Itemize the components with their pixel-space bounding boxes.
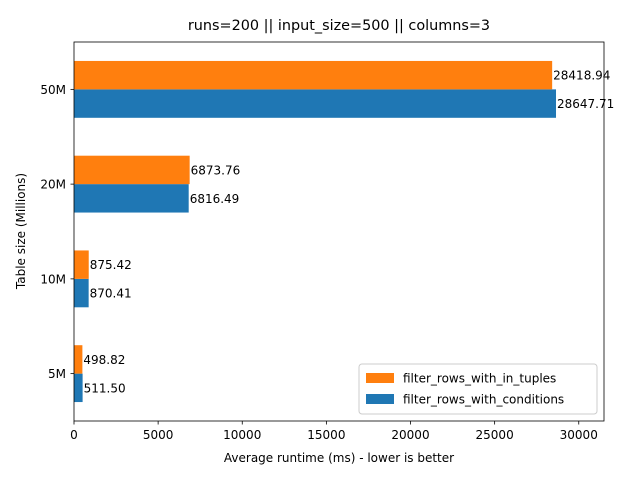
bar-filter_rows_with_in_tuples-5M bbox=[74, 345, 83, 374]
legend-swatch-filter_rows_with_in_tuples bbox=[366, 373, 394, 383]
bar-filter_rows_with_in_tuples-20M bbox=[74, 155, 190, 185]
bar-filter_rows_with_conditions-10M bbox=[74, 278, 89, 308]
legend-swatch-filter_rows_with_conditions bbox=[366, 394, 394, 404]
bar-filter_rows_with_conditions-20M bbox=[74, 184, 189, 213]
x-tick-label-15000: 15000 bbox=[307, 428, 345, 442]
bar-filter_rows_with_in_tuples-10M bbox=[74, 250, 89, 279]
y-axis-title: Table size (Millions) bbox=[14, 173, 28, 290]
data-label-filter_rows_with_in_tuples-10M: 875.42 bbox=[90, 258, 132, 272]
data-label-filter_rows_with_in_tuples-20M: 6873.76 bbox=[191, 163, 241, 177]
y-tick-label-20M: 20M bbox=[40, 178, 66, 192]
data-labels-group: 511.50 498.82 870.41 875.42 6816.49 6873.76 28… bbox=[83, 69, 614, 396]
data-label-filter_rows_with_conditions-5M: 511.50 bbox=[84, 381, 126, 395]
x-tick-label-20000: 20000 bbox=[391, 428, 429, 442]
data-label-filter_rows_with_conditions-50M: 28647.71 bbox=[557, 97, 614, 111]
bar-filter_rows_with_conditions-5M bbox=[74, 373, 83, 403]
legend-box bbox=[358, 363, 598, 415]
legend-label-filter_rows_with_in_tuples: filter_rows_with_in_tuples bbox=[403, 372, 556, 386]
x-tick-label-0: 0 bbox=[70, 428, 78, 442]
data-label-filter_rows_with_conditions-20M: 6816.49 bbox=[190, 192, 240, 206]
x-tick-label-30000: 30000 bbox=[560, 428, 598, 442]
y-tick-label-5M: 5M bbox=[48, 367, 66, 381]
bar-filter_rows_with_in_tuples-50M bbox=[74, 60, 553, 90]
legend: filter_rows_with_in_tuples filter_rows_wi… bbox=[358, 363, 598, 415]
y-tick-label-10M: 10M bbox=[40, 272, 66, 286]
x-tick-label-5000: 5000 bbox=[143, 428, 174, 442]
x-axis: 0 5000 10000 15000 20000 25000 30000 bbox=[70, 421, 598, 442]
y-axis: 5M 10M 20M 50M bbox=[40, 83, 74, 381]
data-label-filter_rows_with_in_tuples-50M: 28418.94 bbox=[553, 69, 610, 83]
data-label-filter_rows_with_in_tuples-5M: 498.82 bbox=[83, 353, 125, 367]
bars-group bbox=[74, 60, 557, 403]
y-tick-label-50M: 50M bbox=[40, 83, 66, 97]
x-tick-label-25000: 25000 bbox=[476, 428, 514, 442]
plot-frame bbox=[73, 41, 605, 422]
bar-filter_rows_with_conditions-50M bbox=[74, 89, 557, 118]
data-label-filter_rows_with_conditions-10M: 870.41 bbox=[90, 287, 132, 301]
x-tick-label-10000: 10000 bbox=[223, 428, 261, 442]
x-axis-title: Average runtime (ms) - lower is better bbox=[224, 451, 454, 465]
chart-title: runs=200 || input_size=500 || columns=3 bbox=[188, 18, 490, 34]
legend-label-filter_rows_with_conditions: filter_rows_with_conditions bbox=[403, 393, 564, 407]
